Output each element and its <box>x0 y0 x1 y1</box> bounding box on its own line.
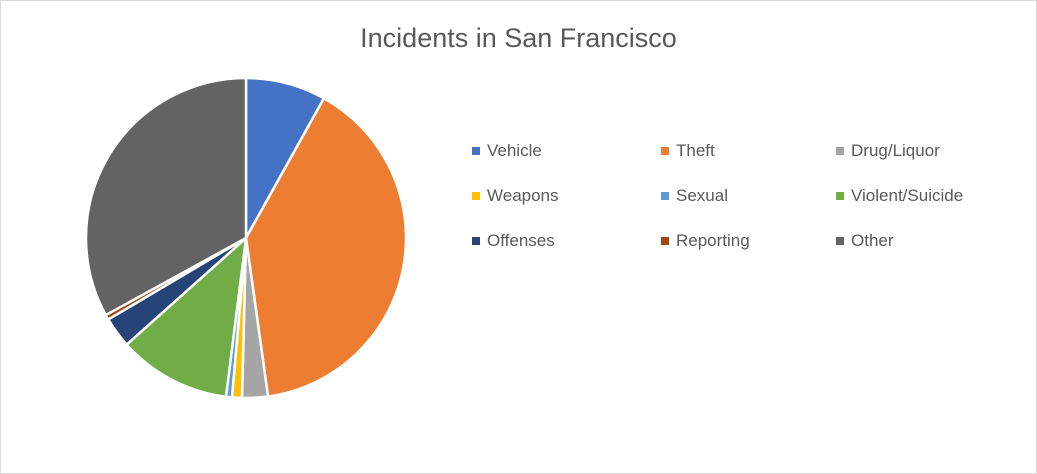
legend-item-weapons: Weapons <box>472 186 559 206</box>
legend-item-reporting: Reporting <box>661 231 750 251</box>
legend-label: Offenses <box>487 231 555 250</box>
pie-slice-violent-suicide <box>125 236 248 398</box>
legend-label: Other <box>851 231 894 250</box>
legend-label: Drug/Liquor <box>851 141 940 160</box>
legend-item-sexual: Sexual <box>661 186 728 206</box>
legend-item-other: Other <box>836 231 894 251</box>
legend-item-vehicle: Vehicle <box>472 141 542 161</box>
legend-label: Vehicle <box>487 141 542 160</box>
legend-label: Reporting <box>676 231 750 250</box>
legend-swatch <box>472 192 480 200</box>
pie-slice-other <box>84 76 248 317</box>
legend-swatch <box>661 237 669 245</box>
legend-swatch <box>661 147 669 155</box>
pie-slice-theft <box>244 97 408 398</box>
legend-swatch <box>836 147 844 155</box>
legend-label: Weapons <box>487 186 559 205</box>
legend-label: Violent/Suicide <box>851 186 964 205</box>
legend-label: Sexual <box>676 186 728 205</box>
legend-label: Theft <box>676 141 715 160</box>
legend-item-offenses: Offenses <box>472 231 555 251</box>
legend-swatch <box>472 237 480 245</box>
legend-swatch <box>836 237 844 245</box>
legend-item-drug-liquor: Drug/Liquor <box>836 141 940 161</box>
legend-swatch <box>836 192 844 200</box>
chart-title: Incidents in San Francisco <box>360 23 677 53</box>
legend-swatch <box>472 147 480 155</box>
legend-item-violent-suicide: Violent/Suicide <box>836 186 963 206</box>
legend-swatch <box>661 192 669 200</box>
legend-item-theft: Theft <box>661 141 715 161</box>
